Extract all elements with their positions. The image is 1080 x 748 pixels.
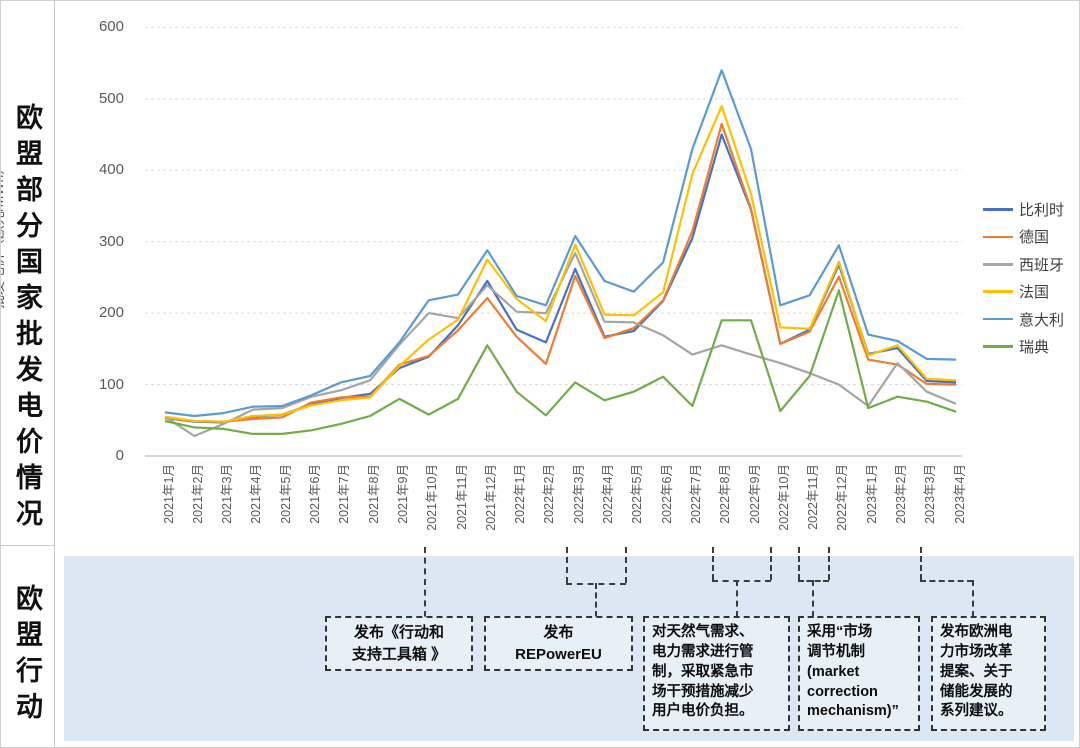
annotation-box-market-reform: 发布欧洲电 力市场改革 提案、关于 储能发展的 系列建议。	[931, 616, 1046, 731]
legend-label: 法国	[1019, 284, 1050, 302]
y-tick-label: 400	[98, 161, 124, 179]
legend-label: 西班牙	[1019, 256, 1065, 274]
x-tick-label: 2021年1月	[161, 464, 176, 524]
x-tick-label: 2022年6月	[659, 464, 674, 524]
x-tick-label: 2022年1月	[513, 464, 528, 524]
x-tick-label: 2023年2月	[894, 464, 908, 524]
series-line-瑞典	[164, 289, 957, 435]
leader-line	[736, 580, 738, 617]
x-tick-label: 2022年3月	[571, 464, 586, 524]
leader-line	[972, 580, 974, 617]
legend-line-swatch	[983, 317, 1013, 321]
x-tick-label: 2021年6月	[308, 464, 322, 524]
y-axis-title: 批发电价（欧元/MWh）	[0, 160, 6, 310]
leader-line	[566, 547, 568, 583]
x-tick-label: 2022年9月	[747, 464, 762, 524]
leader-line	[798, 547, 800, 580]
legend-item-西班牙: 西班牙	[983, 256, 1065, 274]
x-tick-label: 2023年4月	[952, 464, 967, 524]
y-tick-label: 600	[98, 18, 124, 36]
legend-item-比利时: 比利时	[983, 201, 1065, 219]
y-tick-label: 200	[98, 304, 124, 322]
leader-line	[424, 547, 426, 617]
legend-label: 意大利	[1019, 311, 1065, 329]
left-header-column: 欧盟部分国家批发电价情况 欧盟行动	[0, 0, 55, 748]
x-tick-label: 2021年12月	[483, 464, 498, 531]
legend-label: 瑞典	[1019, 339, 1050, 356]
x-tick-label: 2022年8月	[718, 464, 733, 524]
x-tick-label: 2022年11月	[806, 464, 821, 530]
annotation-box-toolbox: 发布《行动和 支持工具箱 》	[325, 616, 473, 671]
x-tick-label: 2022年7月	[688, 464, 703, 524]
y-tick-label: 0	[115, 447, 124, 464]
x-tick-label: 2021年11月	[454, 464, 469, 530]
legend-line-swatch	[983, 263, 1013, 266]
annotation-box-demand-regulation: 对天然气需求、 电力需求进行管 制，采取紧急市 场干预措施减少 用户电价负担。	[643, 616, 790, 731]
x-tick-label: 2021年3月	[220, 464, 235, 524]
plot-area	[145, 26, 962, 457]
leader-line	[712, 547, 714, 580]
legend-item-瑞典: 瑞典	[983, 338, 1050, 356]
annotation-box-repowereu: 发布 REPowerEU	[484, 616, 633, 671]
leader-line	[828, 547, 830, 580]
chart-section-title: 欧盟部分国家批发电价情况	[12, 103, 42, 535]
leader-line	[770, 547, 772, 580]
leader-line	[712, 580, 771, 582]
y-tick-label: 300	[98, 232, 124, 250]
x-tick-label: 2021年2月	[190, 464, 205, 524]
legend-label: 德国	[1019, 229, 1050, 247]
legend-line-swatch	[983, 235, 1013, 239]
legend-line-swatch	[983, 290, 1013, 293]
eu-actions-band	[64, 556, 1074, 741]
x-tick-label: 2021年8月	[366, 464, 381, 524]
x-tick-label: 2022年2月	[542, 464, 557, 524]
leader-line	[625, 547, 627, 583]
x-tick-label: 2022年10月	[776, 464, 791, 531]
x-tick-label: 2021年4月	[249, 464, 264, 524]
leader-line	[595, 583, 597, 617]
series-line-法国	[164, 104, 957, 423]
actions-section-title: 欧盟行动	[12, 584, 42, 728]
series-line-意大利	[164, 69, 957, 418]
x-tick-label: 2022年5月	[630, 464, 645, 524]
legend-line-swatch	[983, 208, 1013, 211]
annotation-box-market-correction: 采用“市场 调节机制 (market correction mechanism)…	[798, 616, 920, 731]
legend-item-意大利: 意大利	[983, 311, 1065, 329]
leader-line	[920, 547, 922, 580]
legend-line-swatch	[983, 345, 1013, 348]
section-divider	[0, 545, 54, 546]
x-tick-label: 2023年3月	[923, 464, 938, 524]
y-tick-label: 500	[98, 89, 124, 107]
legend-item-法国: 法国	[983, 283, 1050, 302]
x-tick-label: 2021年9月	[395, 464, 410, 524]
x-tick-label: 2023年1月	[864, 464, 879, 524]
legend-label: 比利时	[1019, 202, 1065, 219]
x-tick-label: 2021年10月	[425, 464, 440, 531]
x-tick-label: 2021年7月	[337, 464, 352, 524]
x-tick-label: 2021年5月	[278, 464, 293, 524]
legend-item-德国: 德国	[983, 228, 1050, 247]
x-tick-label: 2022年12月	[835, 464, 850, 531]
leader-line	[812, 580, 814, 617]
y-tick-label: 100	[98, 375, 124, 393]
leader-line	[920, 580, 973, 582]
x-tick-label: 2022年4月	[601, 464, 615, 524]
